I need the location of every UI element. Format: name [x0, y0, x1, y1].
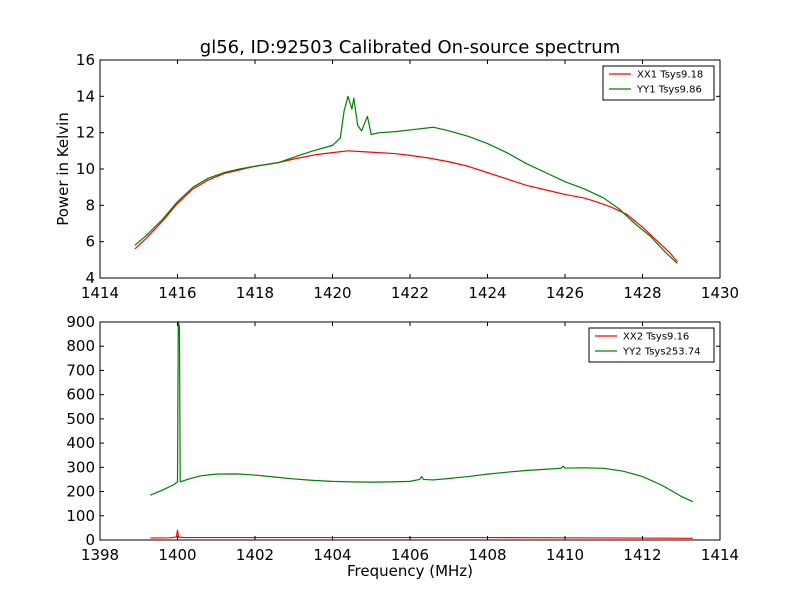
x-tick-label: 1418 — [236, 284, 274, 302]
series-line-1-0 — [150, 529, 693, 539]
x-tick-label: 1410 — [546, 546, 584, 564]
x-tick-label: 1428 — [623, 284, 661, 302]
y-tick-label: 800 — [66, 337, 95, 355]
x-tick-label: 1414 — [81, 284, 119, 302]
x-tick-label: 1426 — [546, 284, 584, 302]
x-tick-label: 1398 — [81, 546, 119, 564]
x-tick-label: 1414 — [701, 546, 739, 564]
top-panel: gl56, ID:92503 Calibrated On-source spec… — [54, 37, 739, 302]
top-tick-group: 1414 1416 1418 1420 1422 1424 1426 1428 14304681… — [76, 51, 739, 302]
top-series-group — [134, 95, 678, 264]
x-tick-label: 1404 — [313, 546, 351, 564]
y-tick-label: 300 — [66, 458, 95, 476]
top-plot-frame — [99, 59, 721, 279]
bottom-legend-label-xx2: XX2 Tsys9.16 — [623, 332, 689, 343]
bottom-legend: XX2 Tsys9.16 YY2 Tsys253.74 — [588, 327, 715, 363]
bottom-plot-frame — [99, 321, 721, 541]
y-tick-label: 0 — [85, 531, 95, 549]
x-tick-label: 1422 — [391, 284, 429, 302]
top-chart-title: gl56, ID:92503 Calibrated On-source spec… — [200, 37, 620, 58]
y-tick-label: 12 — [76, 124, 95, 142]
bottom-x-axis-label: Frequency (MHz) — [347, 562, 473, 580]
x-tick-label: 1406 — [391, 546, 429, 564]
x-tick-label: 1412 — [623, 546, 661, 564]
y-tick-label: 4 — [85, 269, 95, 287]
x-tick-label: 1402 — [236, 546, 274, 564]
top-legend-label-xx1: XX1 Tsys9.18 — [637, 70, 703, 81]
y-tick-label: 500 — [66, 410, 95, 428]
x-tick-label: 1400 — [158, 546, 196, 564]
bottom-tick-group: 1398 1400 1402 1404 1406 1408 1410 1412 1414 0 100… — [66, 313, 739, 564]
bottom-legend-box — [588, 327, 715, 363]
y-tick-label: 14 — [76, 87, 95, 105]
y-tick-label: 600 — [66, 386, 95, 404]
bottom-legend-label-yy2: YY2 Tsys253.74 — [622, 347, 701, 358]
y-tick-label: 10 — [76, 160, 95, 178]
top-legend-box — [602, 65, 715, 101]
x-tick-label: 1416 — [158, 284, 196, 302]
y-tick-label: 200 — [66, 483, 95, 501]
y-tick-label: 100 — [66, 507, 95, 525]
x-tick-label: 1408 — [468, 546, 506, 564]
y-tick-label: 16 — [76, 51, 95, 69]
y-tick-label: 900 — [66, 313, 95, 331]
series-line-1-1 — [150, 321, 694, 503]
y-tick-label: 8 — [85, 196, 95, 214]
series-line-0-1 — [134, 95, 678, 264]
top-y-axis-label: Power in Kelvin — [54, 112, 72, 226]
top-legend: XX1 Tsys9.18 YY1 Tsys9.86 — [602, 65, 715, 101]
series-line-0-0 — [134, 150, 678, 263]
y-tick-label: 700 — [66, 361, 95, 379]
bottom-panel: Frequency (MHz) 1398 1400 1402 1404 1406 1408… — [66, 313, 739, 580]
top-legend-label-yy1: YY1 Tsys9.86 — [636, 85, 702, 96]
x-tick-label: 1430 — [701, 284, 739, 302]
x-tick-label: 1424 — [468, 284, 506, 302]
y-tick-label: 6 — [85, 233, 95, 251]
x-tick-label: 1420 — [313, 284, 351, 302]
y-tick-label: 400 — [66, 434, 95, 452]
